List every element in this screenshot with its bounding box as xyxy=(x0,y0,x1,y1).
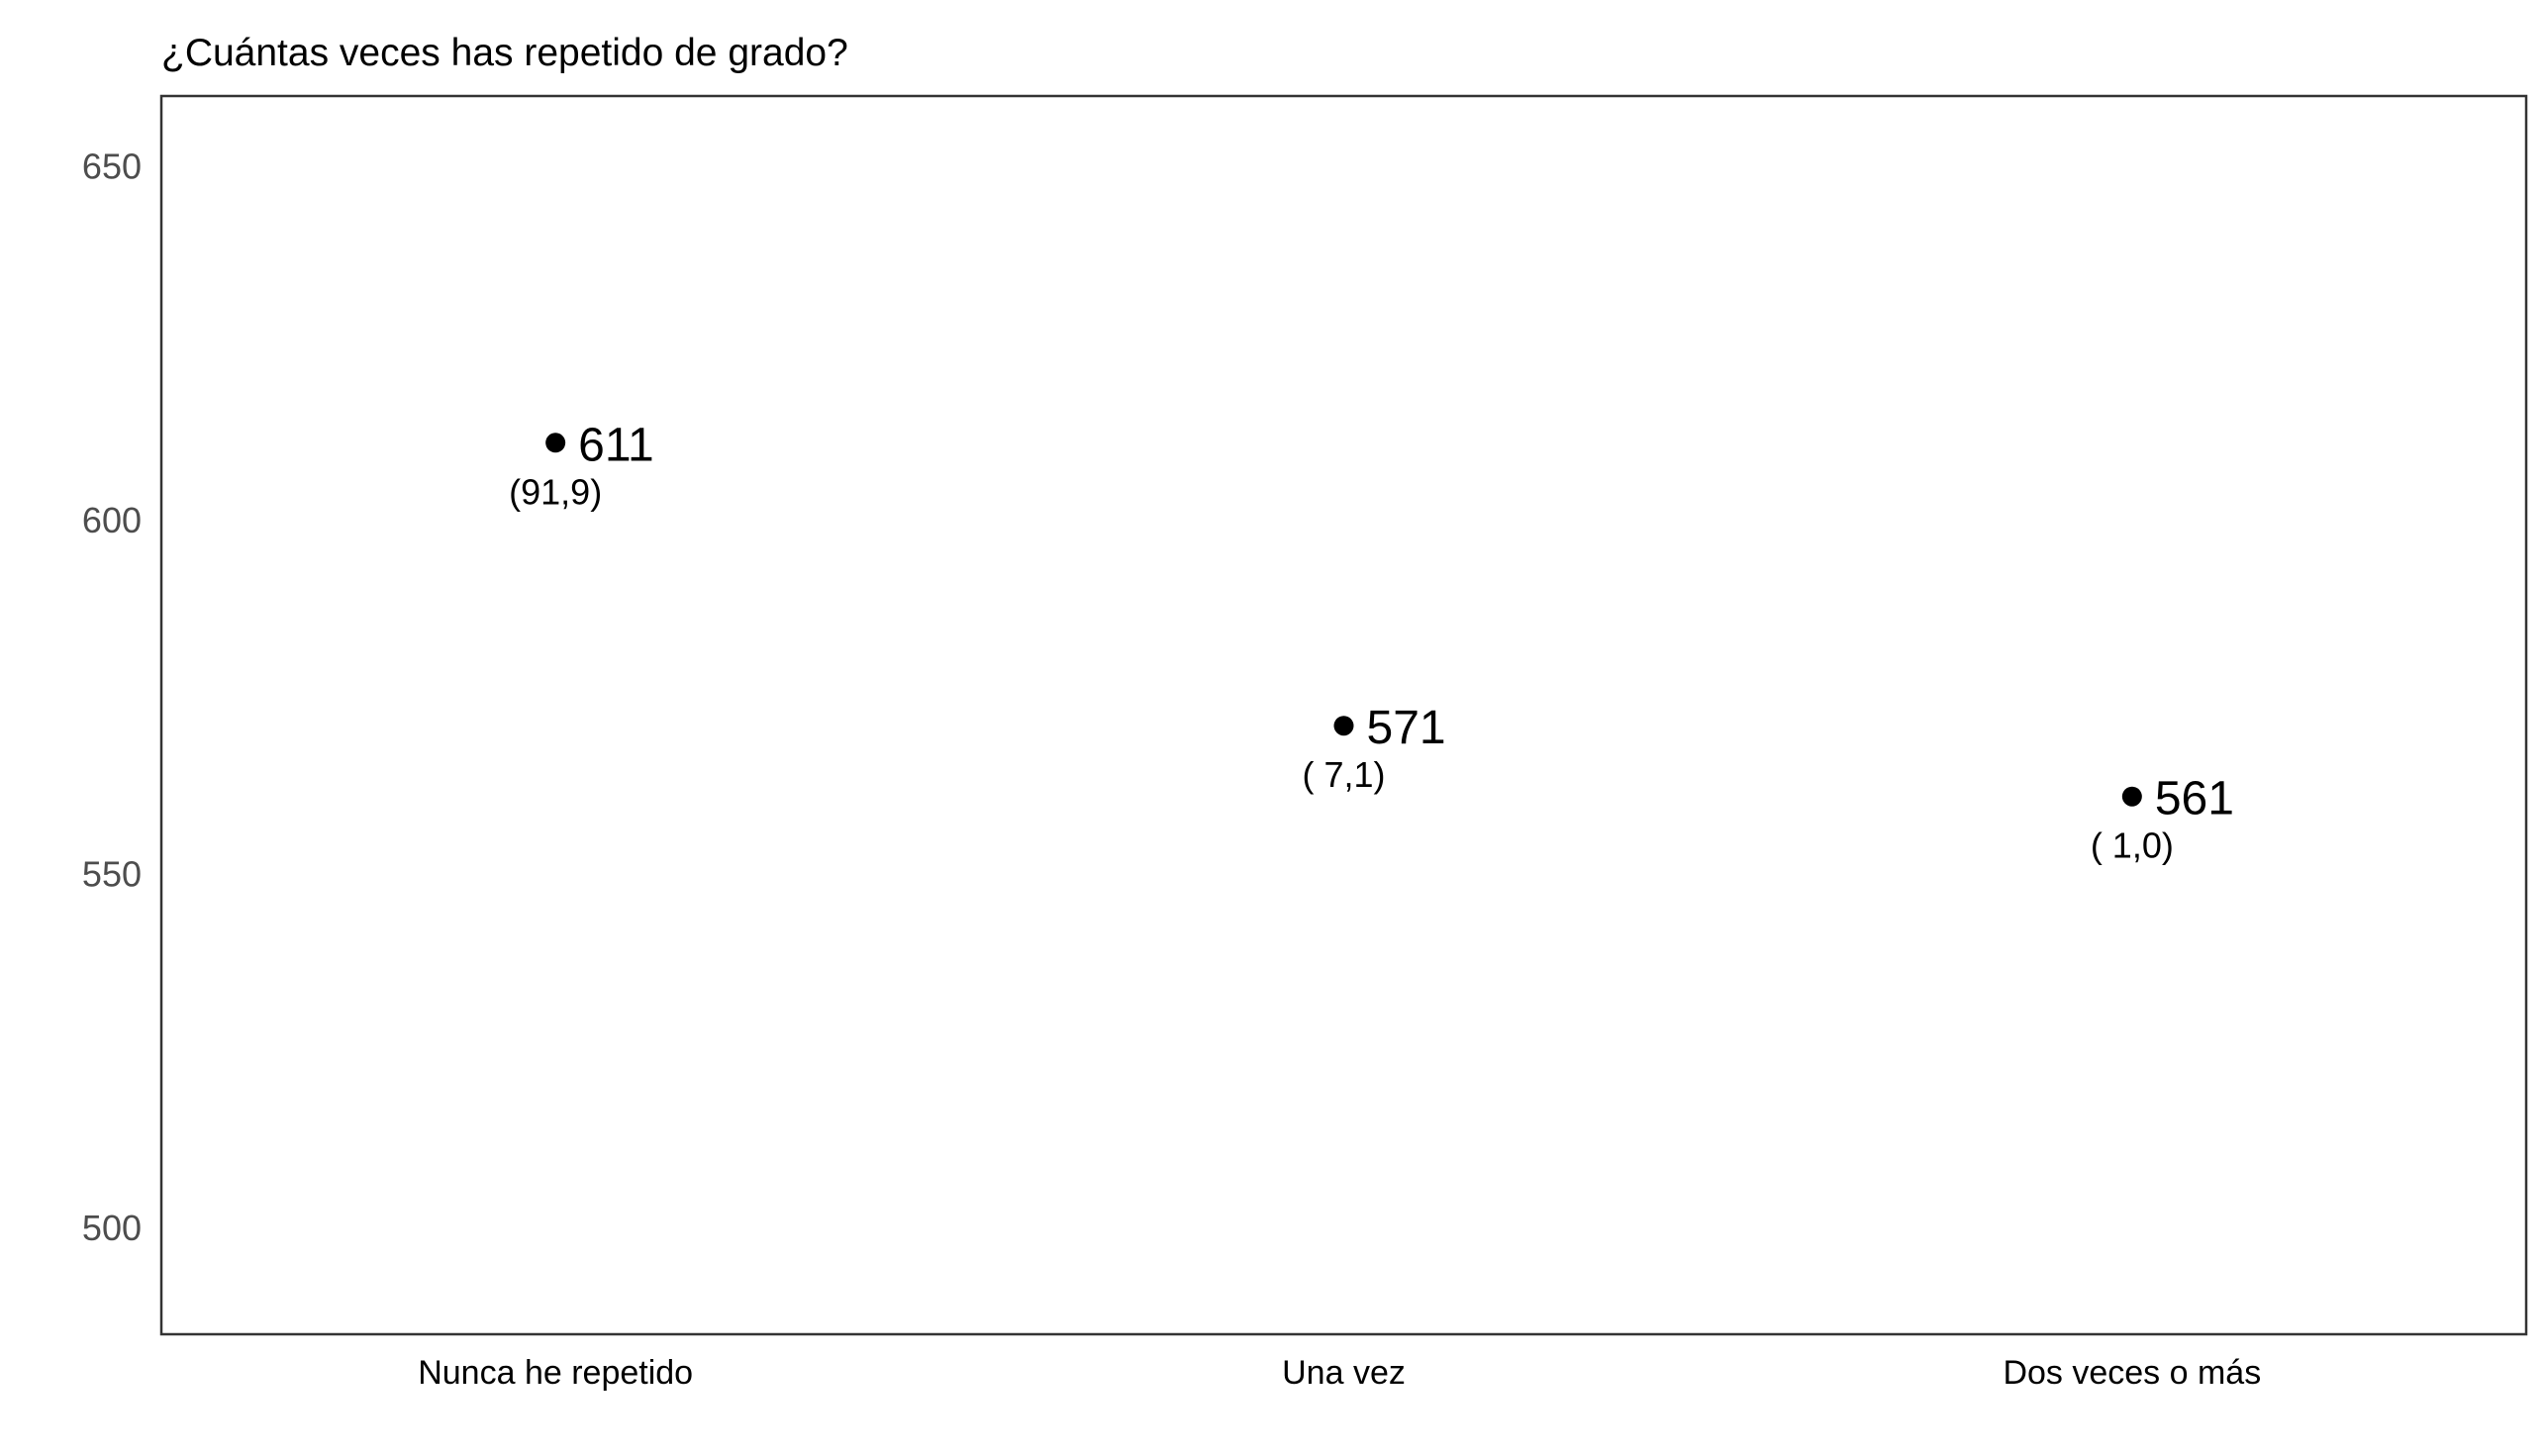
data-value-label: 611 xyxy=(578,419,654,471)
chart-title: ¿Cuántas veces has repetido de grado? xyxy=(161,32,848,74)
plot-panel-border xyxy=(159,94,2528,1336)
y-tick-label: 600 xyxy=(82,500,142,540)
data-points: 611(91,9) 571( 7,1) 561( 1,0) xyxy=(509,419,2234,865)
y-axis-ticks: 500 550 600 650 xyxy=(82,146,142,1247)
x-tick-label: Una vez xyxy=(1282,1354,1406,1392)
data-value-label: 561 xyxy=(2155,773,2234,825)
data-point xyxy=(1333,716,1354,736)
x-tick-label: Nunca he repetido xyxy=(418,1354,693,1392)
data-percent-label: ( 1,0) xyxy=(2091,825,2174,866)
y-tick-label: 650 xyxy=(82,146,142,186)
data-value-label: 571 xyxy=(1367,702,1446,754)
data-point xyxy=(545,433,566,453)
x-axis-ticks: Nunca he repetido Una vez Dos veces o más xyxy=(418,1354,2261,1392)
data-percent-label: (91,9) xyxy=(509,471,602,512)
x-tick-label: Dos veces o más xyxy=(2003,1354,2261,1392)
data-percent-label: ( 7,1) xyxy=(1302,754,1385,795)
y-tick-label: 500 xyxy=(82,1208,142,1248)
data-point xyxy=(2121,786,2142,807)
y-tick-label: 550 xyxy=(82,853,142,894)
